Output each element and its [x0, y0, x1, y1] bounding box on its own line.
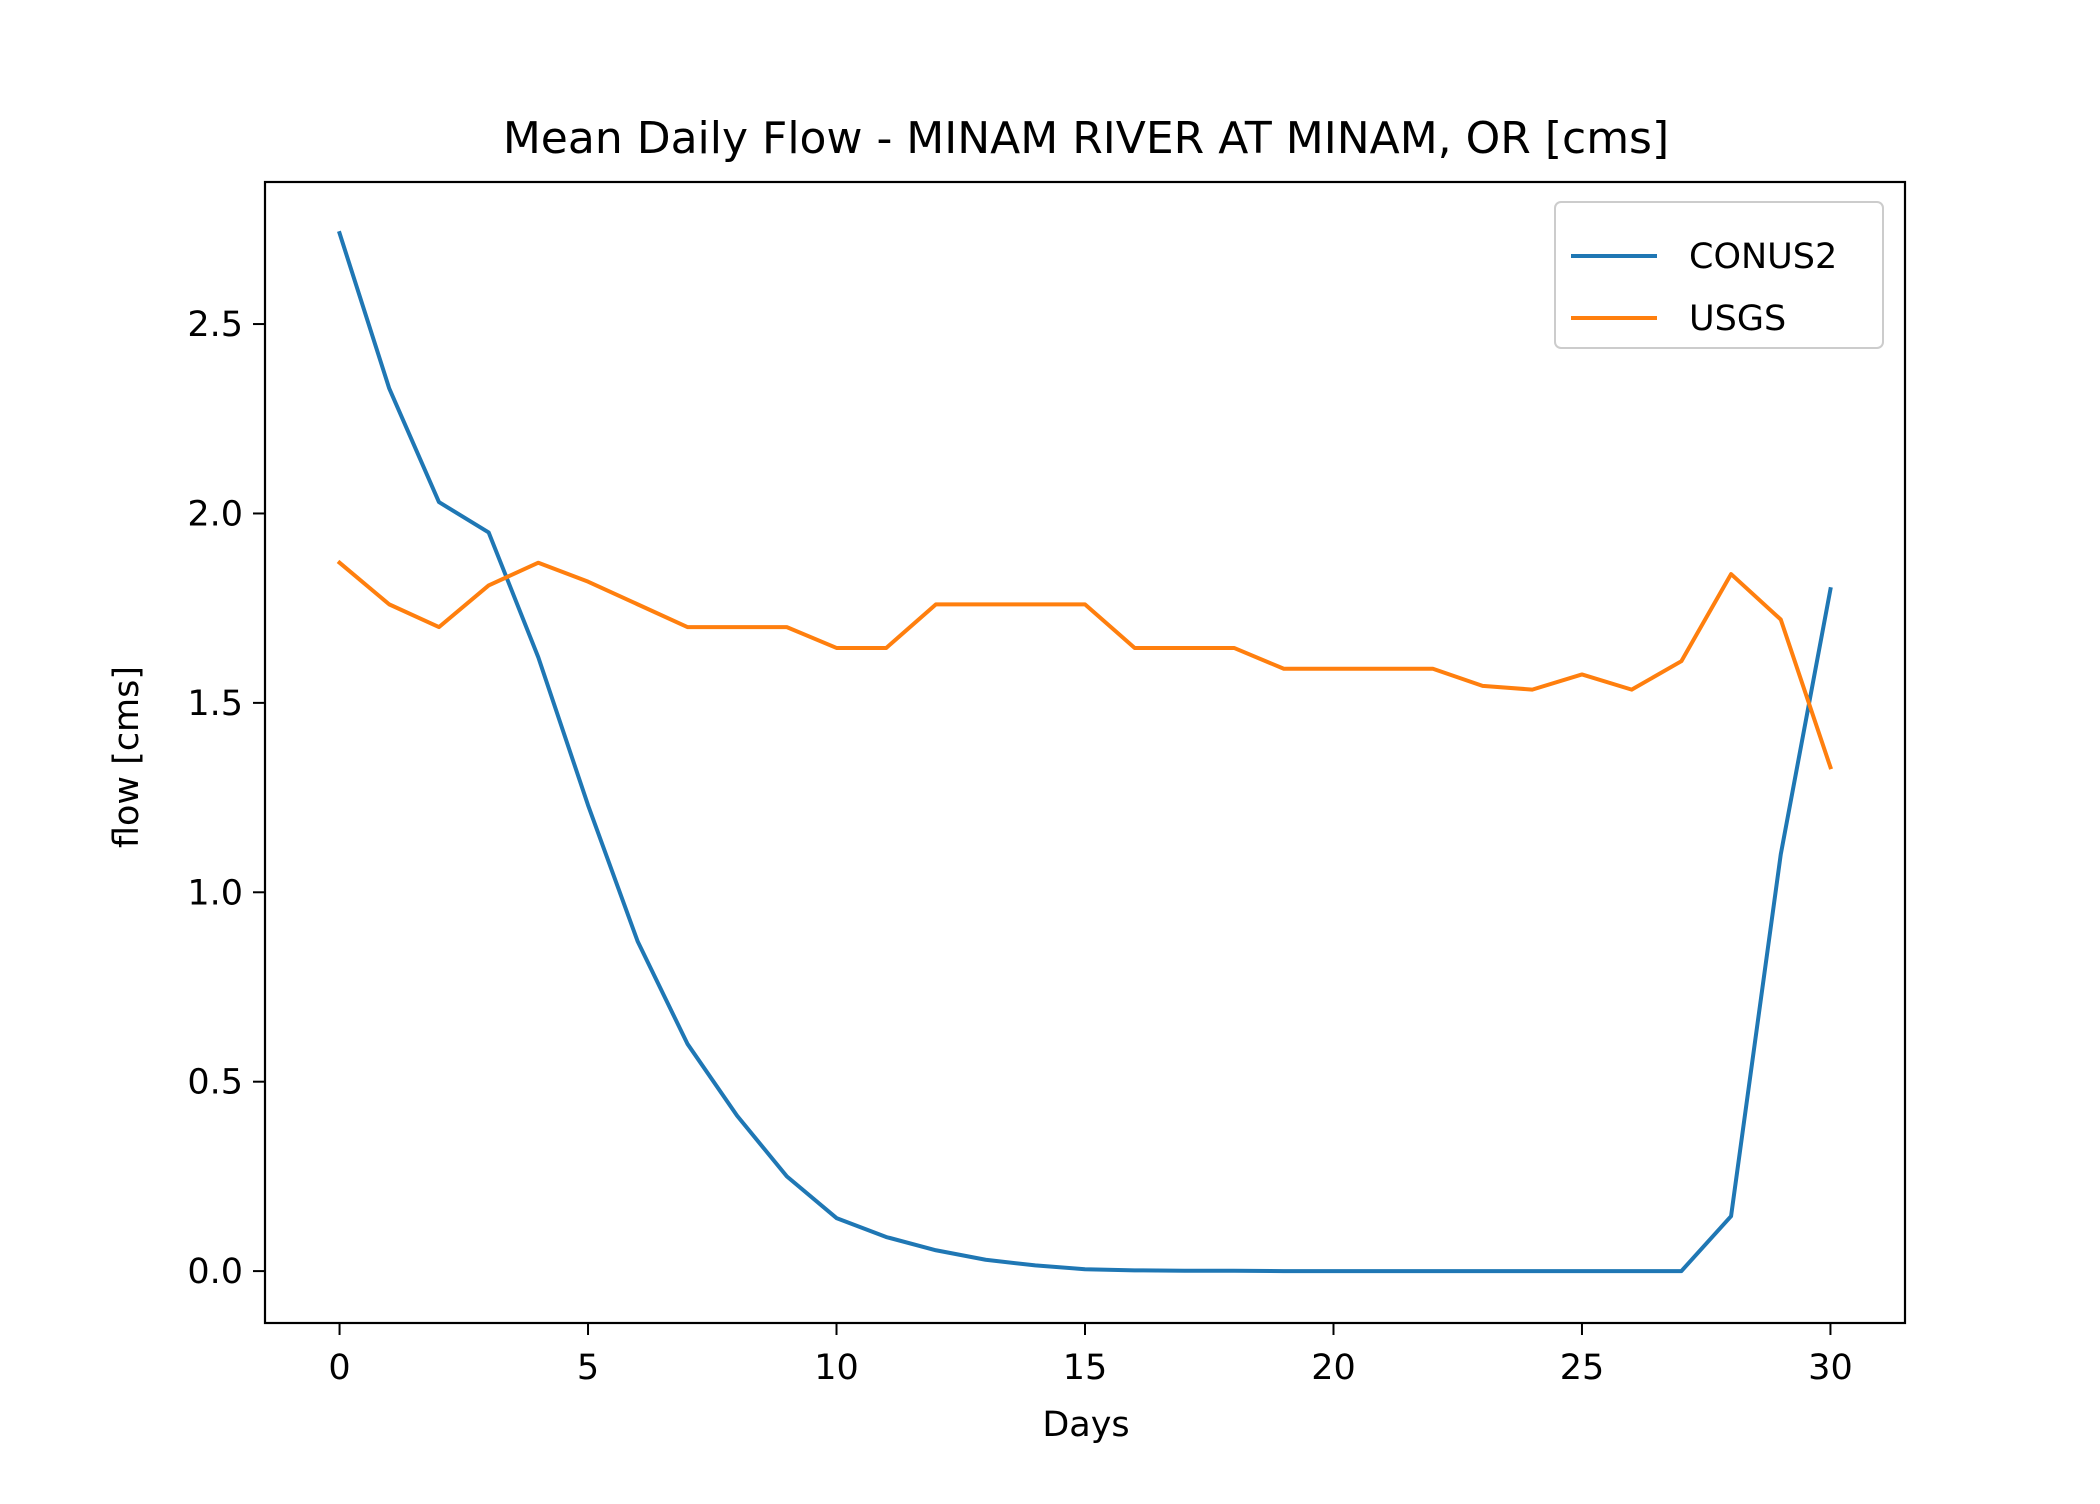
x-tick-label: 20	[1311, 1348, 1356, 1388]
legend-label-conus2: CONUS2	[1689, 237, 1837, 277]
plot-area: 0 5 10 15 20 25 30 0.0 0.5 1.0 1.5 2.0 2.5	[187, 180, 1907, 1388]
legend-label-usgs: USGS	[1689, 299, 1786, 339]
y-tick-label: 2.5	[187, 305, 243, 345]
chart-title: Mean Daily Flow - MINAM RIVER AT MINAM, …	[503, 113, 1669, 164]
x-tick-label: 30	[1808, 1348, 1853, 1388]
x-axis-label: Days	[1042, 1405, 1129, 1445]
legend-box	[1554, 201, 1884, 349]
y-tick-label: 2.0	[187, 494, 243, 534]
y-tick-label: 0.0	[187, 1252, 243, 1292]
series-line-conus2	[337, 230, 1833, 1274]
x-tick-label: 10	[814, 1348, 859, 1388]
y-tick-label: 1.0	[187, 873, 243, 913]
x-tick-label: 25	[1560, 1348, 1605, 1388]
x-tick-label: 0	[328, 1348, 350, 1388]
x-tick-label: 5	[577, 1348, 599, 1388]
y-axis-label: flow [cms]	[107, 666, 147, 848]
y-tick-label: 1.5	[187, 684, 243, 724]
y-tick-label: 0.5	[187, 1063, 243, 1103]
x-tick-label: 15	[1063, 1348, 1108, 1388]
legend: CONUS2 USGS	[1554, 201, 1884, 349]
series-line-usgs	[336, 559, 1833, 770]
